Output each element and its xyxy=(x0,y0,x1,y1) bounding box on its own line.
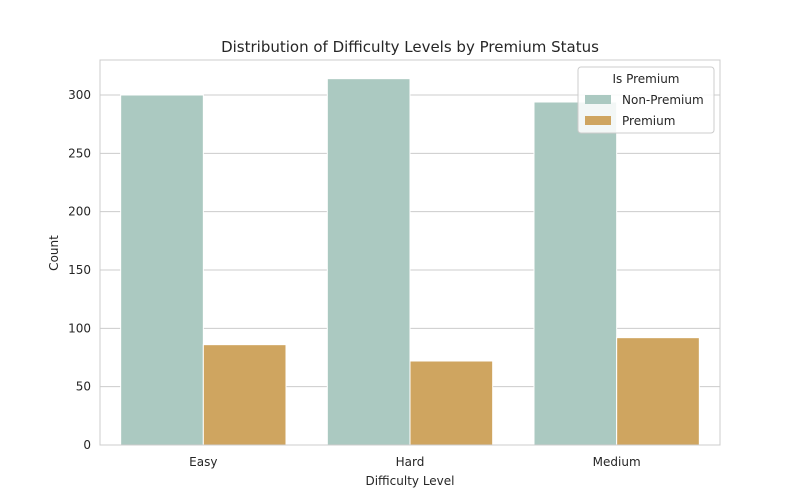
x-tick-label-easy: Easy xyxy=(189,455,217,469)
y-tick-label: 150 xyxy=(68,263,91,277)
bars-layer xyxy=(120,78,700,446)
x-axis-label: Difficulty Level xyxy=(365,474,454,488)
bar-non-premium-easy xyxy=(120,94,204,446)
y-axis-label: Count xyxy=(47,235,61,271)
chart-title: Distribution of Difficulty Levels by Pre… xyxy=(221,38,599,56)
legend-label-premium: Premium xyxy=(622,114,675,128)
y-tick-label: 200 xyxy=(68,205,91,219)
legend-title: Is Premium xyxy=(612,72,679,86)
legend-swatch-non-premium xyxy=(585,95,611,104)
legend: Is Premium Non-Premium Premium xyxy=(577,66,715,134)
legend-label-non-premium: Non-Premium xyxy=(622,93,704,107)
x-tick-label-hard: Hard xyxy=(396,455,425,469)
y-tick-label: 300 xyxy=(68,88,91,102)
bar-premium-easy xyxy=(202,344,287,446)
y-tick-label: 100 xyxy=(68,321,91,335)
x-tick-labels: Easy Hard Medium xyxy=(189,455,640,469)
bar-premium-medium xyxy=(616,337,700,446)
bar-non-premium-medium xyxy=(533,101,618,446)
bar-non-premium-hard xyxy=(326,78,411,446)
plot-frame xyxy=(99,59,721,446)
y-tick-label: 0 xyxy=(83,438,91,452)
legend-box xyxy=(577,66,715,134)
y-tick-labels: 0 50 100 150 200 250 300 xyxy=(68,88,91,452)
legend-swatch-premium xyxy=(585,116,611,125)
bar-premium-hard xyxy=(409,360,494,446)
y-tick-label: 250 xyxy=(68,146,91,160)
y-tick-label: 50 xyxy=(76,380,91,394)
x-tick-label-medium: Medium xyxy=(593,455,641,469)
